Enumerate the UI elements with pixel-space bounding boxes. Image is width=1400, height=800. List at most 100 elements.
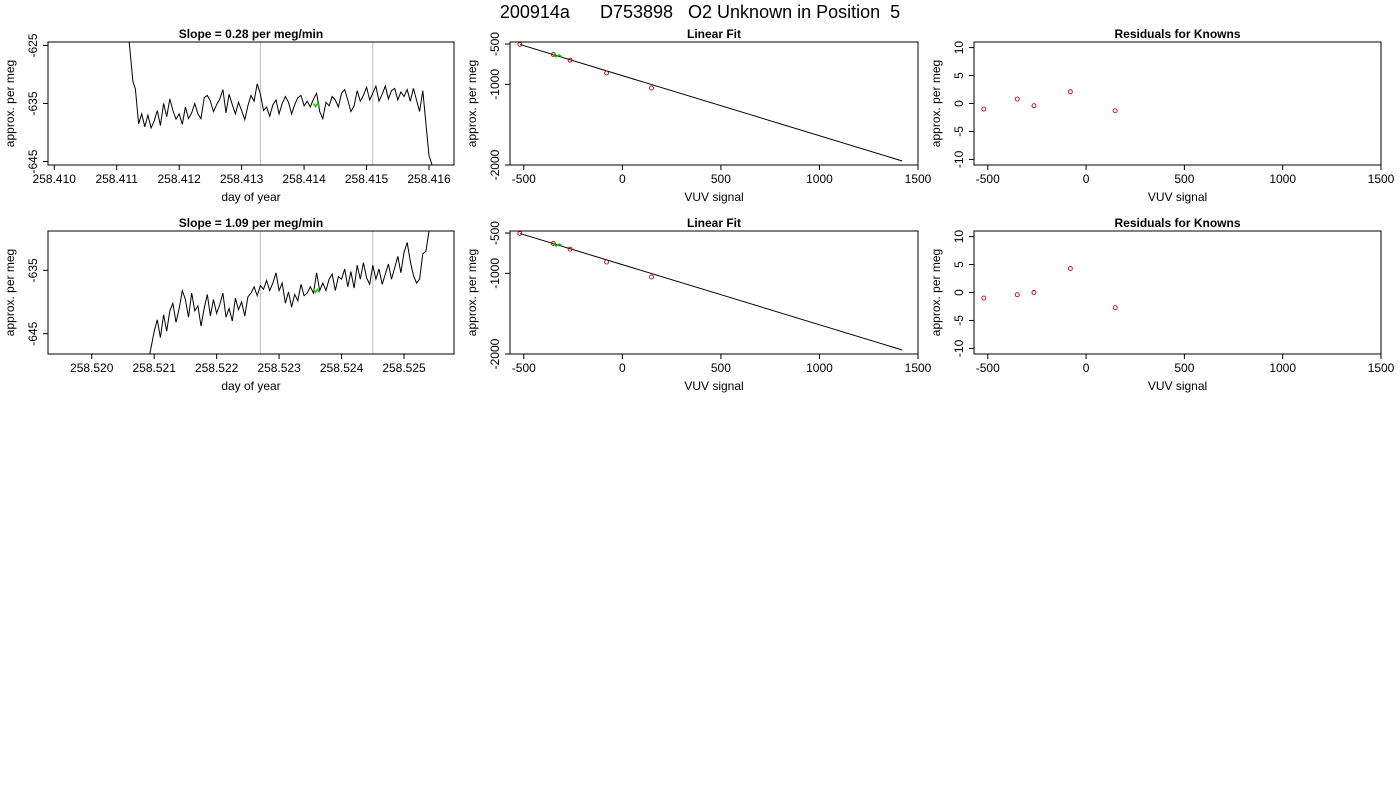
known-point xyxy=(649,274,654,280)
x-tick-label: 0 xyxy=(619,361,626,375)
y-tick-label: -5 xyxy=(952,315,966,326)
x-tick-label: 500 xyxy=(1174,172,1194,186)
x-tick-label: 258.411 xyxy=(95,172,138,186)
residual-point xyxy=(1031,290,1037,295)
plot-area xyxy=(517,231,903,351)
x-tick-label: 258.525 xyxy=(382,361,426,375)
chart-title: Slope = 1.09 per meg/min xyxy=(179,216,323,230)
series-line xyxy=(128,42,433,165)
y-axis-label: approx. per meg xyxy=(3,249,17,336)
y-tick-label: 0 xyxy=(952,289,966,296)
x-tick-label: 0 xyxy=(619,172,626,186)
x-tick-label: 1000 xyxy=(806,361,833,375)
y-tick-label: -2000 xyxy=(488,149,502,180)
x-axis-label: day of year xyxy=(221,190,280,204)
x-axis-label: VUV signal xyxy=(684,379,743,393)
x-tick-label: -500 xyxy=(512,361,536,375)
unknown-point xyxy=(552,53,563,58)
chart-title: Slope = 0.28 per meg/min xyxy=(179,27,323,41)
y-tick-label: -635 xyxy=(26,258,40,282)
chart-title: Residuals for Knowns xyxy=(1114,216,1240,230)
x-tick-label: 258.520 xyxy=(70,361,114,375)
chart-resid-2: Residuals for Knowns VUV signal approx. pe… xyxy=(929,216,1395,393)
x-tick-label: 1000 xyxy=(1269,172,1296,186)
known-point xyxy=(567,246,573,252)
x-axis-label: VUV signal xyxy=(1148,190,1207,204)
plot-frame xyxy=(973,41,1382,166)
chart-fit-2: Linear Fit VUV signal approx. per meg -500 0… xyxy=(465,216,932,393)
y-tick-label: -10 xyxy=(952,150,966,168)
known-point xyxy=(567,57,573,63)
plot-area xyxy=(128,42,433,165)
unknown-highlight xyxy=(312,287,321,294)
title-run: 200914a xyxy=(499,2,570,22)
y-tick-label: 5 xyxy=(952,261,966,268)
x-tick-label: 500 xyxy=(1174,361,1194,375)
x-tick-label: 258.523 xyxy=(257,361,301,375)
residual-point xyxy=(981,106,987,112)
y-tick-label: 0 xyxy=(952,100,966,107)
chart-title: Linear Fit xyxy=(687,27,741,41)
plot-frame xyxy=(47,230,455,355)
title-sample: D753898 xyxy=(599,2,674,22)
y-tick-label: -500 xyxy=(488,32,502,56)
residual-point xyxy=(1067,266,1073,271)
plot-area xyxy=(981,266,1118,311)
y-tick-label: -2000 xyxy=(488,338,502,369)
y-axis-label: approx. per meg xyxy=(465,60,479,147)
residual-point xyxy=(1067,89,1073,95)
y-tick-label: -5 xyxy=(952,126,966,137)
y-tick-label: -1000 xyxy=(488,258,502,289)
known-point xyxy=(649,85,654,91)
x-tick-label: 258.415 xyxy=(345,172,389,186)
x-axis-label: day of year xyxy=(221,379,280,393)
x-tick-label: 258.522 xyxy=(195,361,239,375)
residual-point xyxy=(981,295,987,301)
x-tick-label: 258.412 xyxy=(157,172,201,186)
known-point xyxy=(604,259,610,265)
fit-line xyxy=(519,232,903,351)
unknown-point xyxy=(552,243,563,247)
plot-area xyxy=(149,231,430,354)
chart-fit-1: Linear Fit VUV signal approx. per meg -500 0… xyxy=(465,27,932,204)
x-tick-label: 258.524 xyxy=(320,361,364,375)
y-tick-label: -635 xyxy=(26,91,40,115)
x-tick-label: -500 xyxy=(976,361,1000,375)
y-tick-label: 5 xyxy=(952,72,966,79)
y-tick-label: -625 xyxy=(26,33,40,57)
chart-time-1: Slope = 0.28 per meg/min day of year appro… xyxy=(3,27,455,204)
x-tick-label: 258.521 xyxy=(132,361,176,375)
chart-resid-1: Residuals for Knowns VUV signal approx. pe… xyxy=(929,27,1395,204)
fit-line xyxy=(519,43,903,162)
x-tick-label: 1000 xyxy=(1269,361,1296,375)
x-tick-label: -500 xyxy=(976,172,1000,186)
residual-point xyxy=(1031,103,1037,109)
residual-point xyxy=(1112,108,1118,114)
known-point xyxy=(604,70,610,76)
y-tick-label: -10 xyxy=(952,339,966,357)
y-axis-label: approx. per meg xyxy=(465,249,479,336)
x-axis-label: VUV signal xyxy=(684,190,743,204)
y-tick-label: -500 xyxy=(488,221,502,245)
y-axis-label: approx. per meg xyxy=(929,249,943,336)
residual-point xyxy=(1112,305,1118,311)
plot-frame xyxy=(509,230,919,355)
x-tick-label: 500 xyxy=(711,172,731,186)
x-tick-label: -500 xyxy=(512,172,536,186)
chart-title: Linear Fit xyxy=(687,216,741,230)
x-tick-label: 1500 xyxy=(905,361,932,375)
chart-time-2: Slope = 1.09 per meg/min day of year appro… xyxy=(3,216,455,393)
plot-frame xyxy=(509,41,919,166)
x-tick-label: 500 xyxy=(711,361,731,375)
page-title: 200914a D753898 O2 Unknown in Position 5 xyxy=(0,0,1400,24)
plot-frame xyxy=(973,230,1382,355)
plot-area xyxy=(517,42,903,162)
y-tick-label: -1000 xyxy=(488,69,502,100)
title-desc: O2 Unknown in Position 5 xyxy=(688,2,901,22)
x-axis-label: VUV signal xyxy=(1148,379,1207,393)
x-tick-label: 258.414 xyxy=(282,172,326,186)
unknown-highlight xyxy=(312,102,321,108)
x-tick-label: 258.416 xyxy=(407,172,451,186)
x-tick-label: 0 xyxy=(1083,361,1090,375)
